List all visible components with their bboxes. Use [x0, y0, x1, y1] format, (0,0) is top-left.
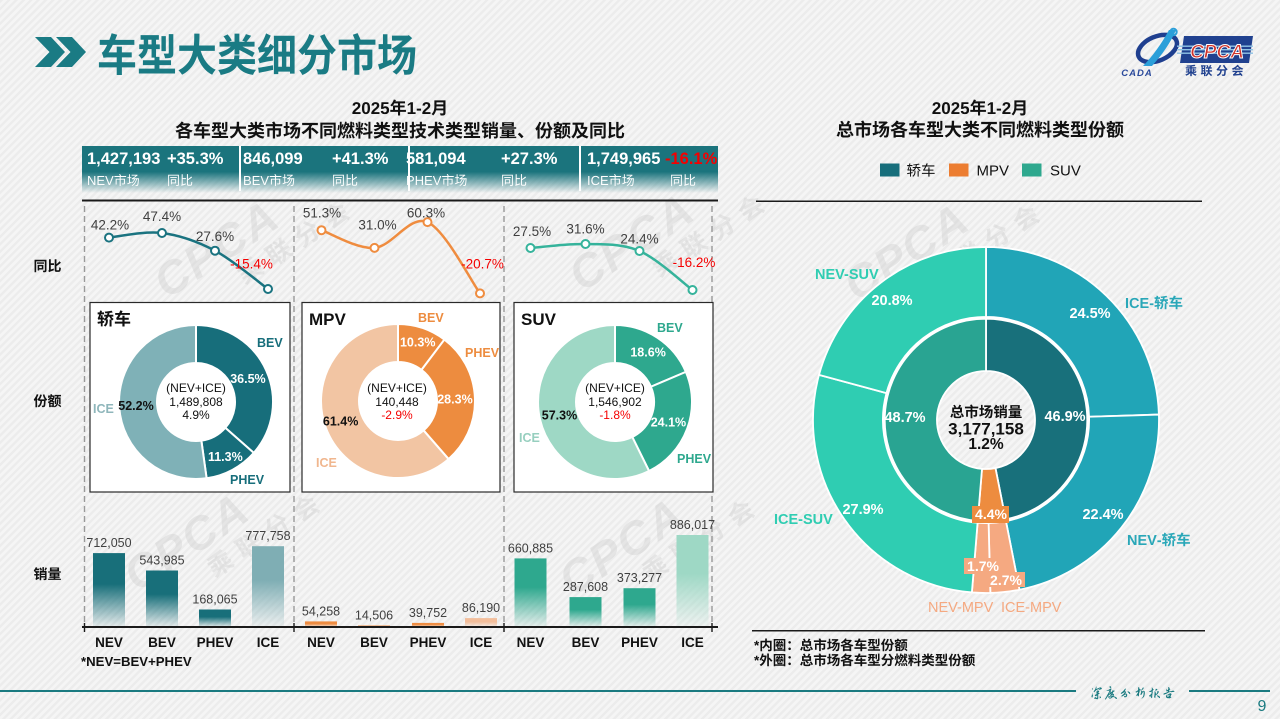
svg-text:(NEV+ICE): (NEV+ICE): [585, 381, 645, 395]
svg-text:BEV: BEV: [657, 321, 683, 335]
svg-text:27.9%: 27.9%: [842, 502, 883, 518]
svg-text:28.3%: 28.3%: [437, 393, 472, 407]
svg-text:4.9%: 4.9%: [182, 408, 210, 422]
svg-text:52.2%: 52.2%: [118, 399, 153, 413]
svg-text:31.0%: 31.0%: [358, 218, 396, 233]
svg-text:886,017: 886,017: [670, 518, 715, 532]
svg-text:CPCA: CPCA: [1190, 42, 1244, 63]
svg-text:51.3%: 51.3%: [303, 206, 341, 221]
svg-text:777,758: 777,758: [245, 529, 290, 543]
svg-text:BEV: BEV: [572, 635, 600, 650]
svg-text:543,985: 543,985: [139, 554, 184, 568]
svg-text:46.9%: 46.9%: [1044, 409, 1085, 425]
svg-text:27.6%: 27.6%: [196, 229, 234, 244]
svg-text:-20.7%: -20.7%: [461, 257, 504, 272]
svg-text:846,099: 846,099: [243, 150, 303, 168]
svg-text:NEV-SUV: NEV-SUV: [815, 267, 879, 283]
svg-text:*NEV=BEV+PHEV: *NEV=BEV+PHEV: [81, 654, 192, 669]
svg-text:NEV: NEV: [95, 635, 123, 650]
svg-text:ICE: ICE: [93, 402, 114, 416]
svg-text:(NEV+ICE): (NEV+ICE): [367, 381, 427, 395]
svg-text:MPV: MPV: [977, 163, 1010, 180]
svg-text:CADA: CADA: [1121, 68, 1152, 79]
svg-text:57.3%: 57.3%: [542, 408, 577, 422]
svg-text:9: 9: [1258, 698, 1267, 715]
svg-text:SUV: SUV: [1050, 163, 1081, 180]
svg-text:18.6%: 18.6%: [630, 345, 665, 359]
svg-text:31.6%: 31.6%: [566, 222, 604, 237]
svg-text:1,489,808: 1,489,808: [169, 395, 223, 409]
svg-text:NEV-MPV: NEV-MPV: [928, 600, 994, 616]
svg-text:3,177,158: 3,177,158: [948, 420, 1024, 439]
svg-text:(NEV+ICE): (NEV+ICE): [166, 381, 226, 395]
svg-text:10.3%: 10.3%: [400, 336, 435, 350]
svg-text:1,427,193: 1,427,193: [87, 150, 160, 168]
svg-text:47.4%: 47.4%: [143, 209, 181, 224]
svg-text:-15.4%: -15.4%: [230, 257, 273, 272]
svg-text:PHEV: PHEV: [465, 346, 500, 360]
svg-text:22.4%: 22.4%: [1082, 507, 1123, 523]
svg-text:1,546,902: 1,546,902: [588, 395, 642, 409]
svg-text:14,506: 14,506: [355, 608, 393, 622]
svg-text:ICE-MPV: ICE-MPV: [1001, 600, 1062, 616]
svg-text:168,065: 168,065: [192, 593, 237, 607]
svg-text:4.4%: 4.4%: [975, 506, 1007, 522]
svg-text:61.4%: 61.4%: [323, 414, 358, 428]
svg-text:BEV: BEV: [418, 311, 444, 325]
svg-text:373,277: 373,277: [617, 571, 662, 585]
svg-text:BEV: BEV: [257, 336, 283, 350]
svg-text:581,094: 581,094: [406, 150, 466, 168]
svg-text:36.5%: 36.5%: [230, 372, 265, 386]
svg-text:11.3%: 11.3%: [208, 450, 243, 464]
svg-text:ICE: ICE: [519, 431, 540, 445]
svg-text:1.7%: 1.7%: [967, 558, 999, 574]
svg-text:712,050: 712,050: [86, 536, 131, 550]
svg-text:PHEV: PHEV: [230, 473, 265, 487]
svg-text:24.1%: 24.1%: [651, 415, 686, 429]
svg-text:-1.8%: -1.8%: [599, 408, 631, 422]
svg-text:ICE: ICE: [257, 635, 280, 650]
svg-text:48.7%: 48.7%: [884, 410, 925, 426]
svg-text:140,448: 140,448: [375, 395, 419, 409]
svg-text:1.2%: 1.2%: [968, 436, 1004, 453]
svg-text:60.3%: 60.3%: [407, 206, 445, 221]
svg-text:86,190: 86,190: [462, 601, 500, 615]
svg-text:20.8%: 20.8%: [871, 293, 912, 309]
svg-text:NEV: NEV: [307, 635, 335, 650]
svg-text:PHEV: PHEV: [677, 452, 712, 466]
svg-text:2.7%: 2.7%: [990, 572, 1022, 588]
svg-text:SUV: SUV: [521, 310, 557, 329]
svg-text:27.5%: 27.5%: [513, 224, 551, 239]
svg-text:NEV: NEV: [517, 635, 545, 650]
svg-text:287,608: 287,608: [563, 580, 608, 594]
svg-text:ICE: ICE: [316, 456, 337, 470]
svg-text:PHEV: PHEV: [410, 635, 447, 650]
svg-text:-16.2%: -16.2%: [673, 255, 716, 270]
svg-text:PHEV: PHEV: [197, 635, 234, 650]
svg-text:-2.9%: -2.9%: [381, 408, 413, 422]
svg-text:+27.3%: +27.3%: [501, 150, 558, 168]
svg-text:24.4%: 24.4%: [620, 232, 658, 247]
svg-text:54,258: 54,258: [302, 604, 340, 618]
svg-text:MPV: MPV: [309, 310, 347, 329]
svg-text:39,752: 39,752: [409, 606, 447, 620]
svg-text:24.5%: 24.5%: [1069, 306, 1110, 322]
svg-text:ICE-SUV: ICE-SUV: [774, 512, 833, 528]
svg-text:+41.3%: +41.3%: [332, 150, 389, 168]
svg-text:PHEV: PHEV: [621, 635, 658, 650]
svg-text:42.2%: 42.2%: [91, 218, 129, 233]
svg-text:1,749,965: 1,749,965: [587, 150, 660, 168]
svg-text:ICE: ICE: [470, 635, 493, 650]
svg-text:ICE: ICE: [681, 635, 704, 650]
svg-text:660,885: 660,885: [508, 541, 553, 555]
svg-text:+35.3%: +35.3%: [167, 150, 224, 168]
svg-text:BEV: BEV: [360, 635, 388, 650]
svg-text:-16.1%: -16.1%: [665, 150, 718, 168]
svg-text:BEV: BEV: [148, 635, 176, 650]
